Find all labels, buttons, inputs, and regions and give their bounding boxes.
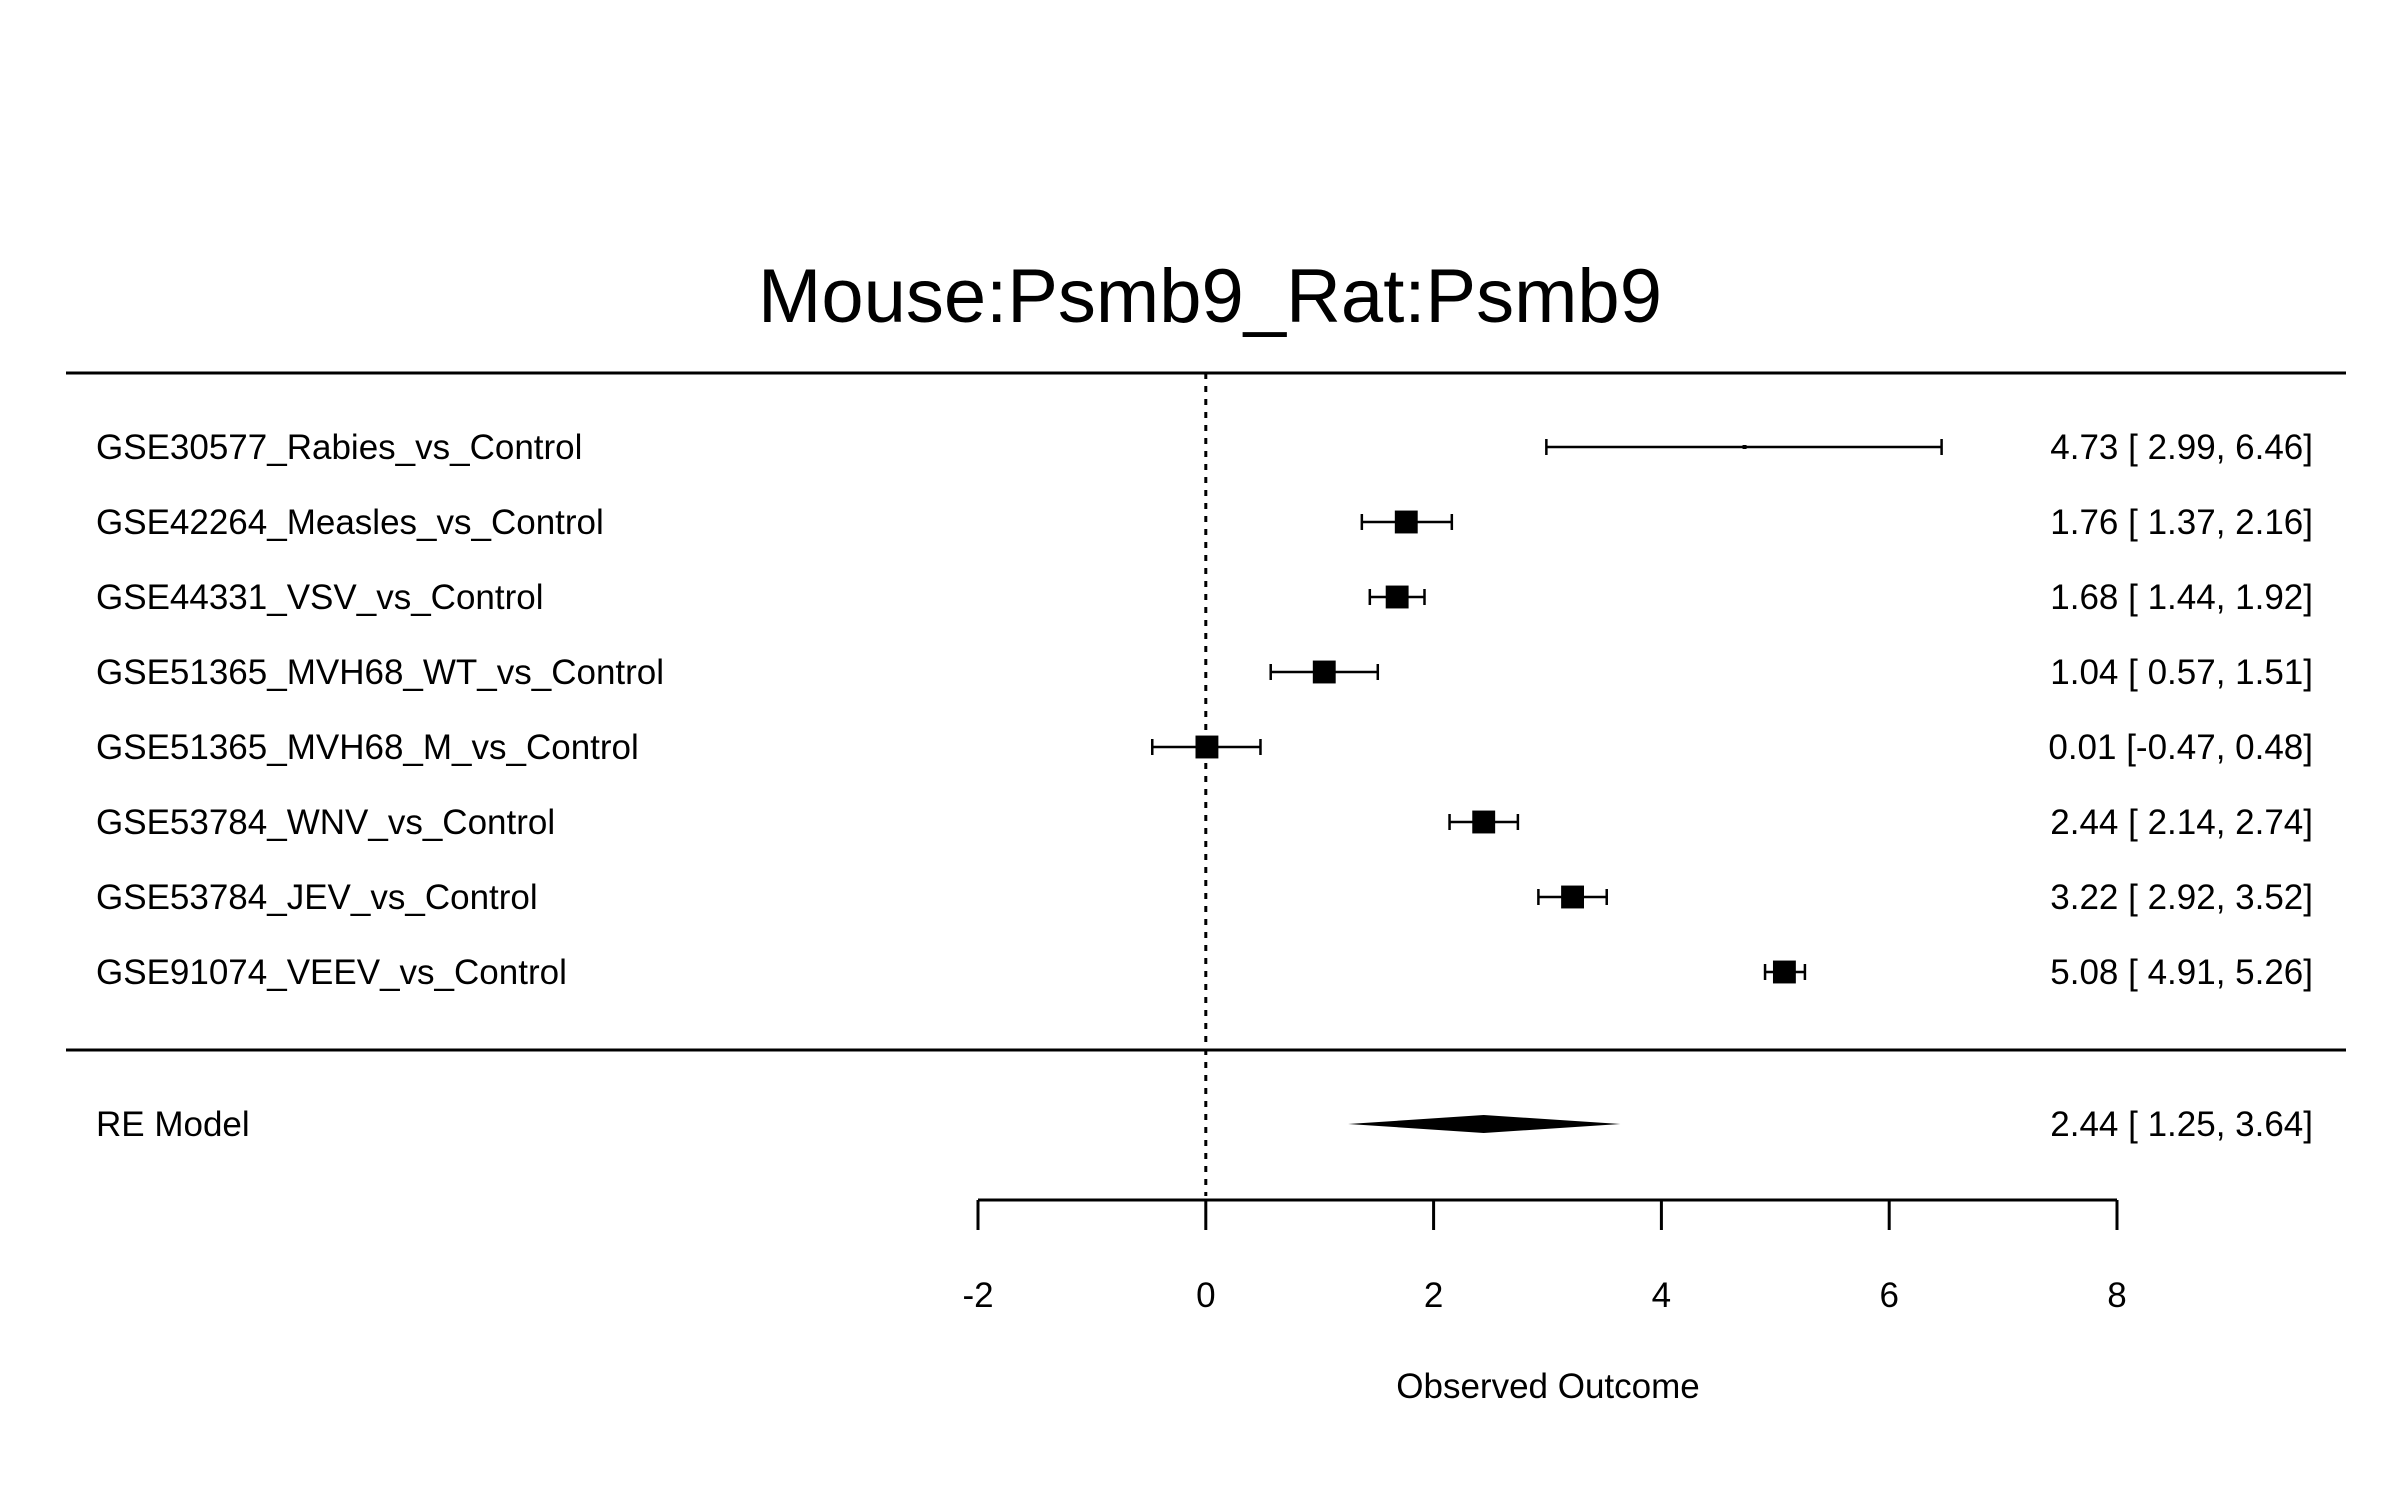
study-estimate-text: 4.73 [ 2.99, 6.46] bbox=[2050, 428, 2313, 467]
estimate-point bbox=[1312, 660, 1336, 684]
chart-title: Mouse:Psmb9_Rat:Psmb9 bbox=[758, 254, 1662, 339]
study-label: GSE91074_VEEV_vs_Control bbox=[96, 953, 567, 992]
study-row: GSE53784_WNV_vs_Control 2.44 [ 2.14, 2.74… bbox=[96, 803, 2313, 842]
x-tick-label: 6 bbox=[1879, 1276, 1898, 1315]
x-tick-label: -2 bbox=[962, 1276, 993, 1315]
study-row: GSE51365_MVH68_WT_vs_Control 1.04 [ 0.57,… bbox=[96, 653, 2313, 692]
study-label: GSE51365_MVH68_M_vs_Control bbox=[96, 728, 639, 767]
study-row: GSE44331_VSV_vs_Control 1.68 [ 1.44, 1.92… bbox=[96, 578, 2313, 617]
study-estimate-text: 2.44 [ 2.14, 2.74] bbox=[2050, 803, 2313, 842]
study-estimate-text: 1.68 [ 1.44, 1.92] bbox=[2050, 578, 2313, 617]
estimate-point bbox=[1742, 445, 1747, 449]
study-estimate-text: 1.04 [ 0.57, 1.51] bbox=[2050, 653, 2313, 692]
x-tick-label: 0 bbox=[1196, 1276, 1215, 1315]
estimate-point bbox=[1385, 585, 1409, 609]
summary-label: RE Model bbox=[96, 1105, 250, 1144]
study-row: GSE91074_VEEV_vs_Control 5.08 [ 4.91, 5.2… bbox=[96, 953, 2313, 992]
study-label: GSE53784_WNV_vs_Control bbox=[96, 803, 555, 842]
x-tick-label: 2 bbox=[1424, 1276, 1443, 1315]
study-estimate-text: 3.22 [ 2.92, 3.52] bbox=[2050, 878, 2313, 917]
x-axis: -2 0 2 4 6 8 bbox=[962, 1198, 2127, 1315]
study-label: GSE30577_Rabies_vs_Control bbox=[96, 428, 582, 467]
study-estimate-text: 0.01 [-0.47, 0.48] bbox=[2048, 728, 2313, 767]
summary-diamond bbox=[1348, 1115, 1621, 1133]
x-tick-label: 8 bbox=[2107, 1276, 2126, 1315]
study-row: GSE30577_Rabies_vs_Control 4.73 [ 2.99, 6… bbox=[96, 428, 2313, 467]
study-row: GSE51365_MVH68_M_vs_Control 0.01 [-0.47, … bbox=[96, 728, 2313, 767]
study-label: GSE53784_JEV_vs_Control bbox=[96, 878, 538, 917]
x-tick-label: 4 bbox=[1652, 1276, 1671, 1315]
study-label: GSE42264_Measles_vs_Control bbox=[96, 503, 604, 542]
study-rows: GSE30577_Rabies_vs_Control 4.73 [ 2.99, 6… bbox=[96, 428, 2313, 992]
study-estimate-text: 5.08 [ 4.91, 5.26] bbox=[2050, 953, 2313, 992]
summary-row: RE Model 2.44 [ 1.25, 3.64] bbox=[96, 1105, 2313, 1144]
study-row: GSE42264_Measles_vs_Control 1.76 [ 1.37, … bbox=[96, 503, 2313, 542]
study-estimate-text: 1.76 [ 1.37, 2.16] bbox=[2050, 503, 2313, 542]
estimate-point bbox=[1772, 960, 1796, 984]
estimate-point bbox=[1195, 735, 1219, 759]
x-axis-label: Observed Outcome bbox=[1396, 1367, 1699, 1406]
study-label: GSE44331_VSV_vs_Control bbox=[96, 578, 544, 617]
estimate-point bbox=[1472, 810, 1496, 834]
study-label: GSE51365_MVH68_WT_vs_Control bbox=[96, 653, 664, 692]
study-row: GSE53784_JEV_vs_Control 3.22 [ 2.92, 3.52… bbox=[96, 878, 2313, 917]
estimate-point bbox=[1561, 885, 1584, 909]
estimate-point bbox=[1394, 510, 1418, 534]
summary-estimate-text: 2.44 [ 1.25, 3.64] bbox=[2050, 1105, 2313, 1144]
